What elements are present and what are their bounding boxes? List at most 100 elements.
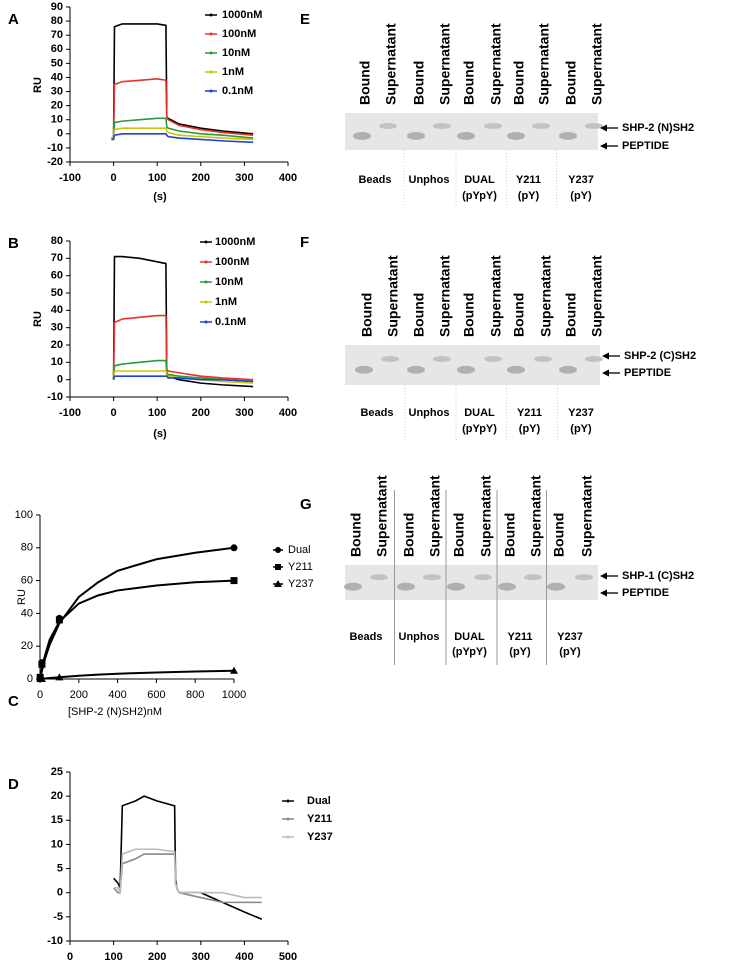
lane-label: Bound — [401, 513, 417, 557]
gel-band — [423, 574, 441, 581]
lane-label: Supernatant — [589, 23, 605, 105]
x-tick-label: 400 — [235, 951, 253, 963]
legend-label: 1000nM — [215, 236, 255, 248]
group-label: Beads — [358, 174, 391, 186]
y-tick-label: 20 — [51, 339, 63, 351]
gel-band — [484, 122, 502, 129]
group-label: DUAL — [454, 631, 485, 643]
gel-band — [532, 122, 550, 129]
gel-image — [345, 565, 598, 600]
gel-band — [559, 131, 577, 140]
group-label: Beads — [349, 631, 382, 643]
x-axis-label: [SHP-2 (N)SH2)nM — [68, 706, 162, 718]
x-tick-label: 100 — [148, 172, 166, 184]
x-tick-label: 400 — [279, 407, 297, 419]
group-label: Y237 — [568, 174, 594, 186]
lane-label: Bound — [411, 61, 427, 105]
legend-label: 0.1nM — [215, 316, 246, 328]
arrow-head — [600, 142, 607, 150]
gel-band — [379, 122, 397, 129]
group-label: Y211 — [516, 174, 541, 186]
marker — [55, 616, 63, 624]
lane-label: Supernatant — [536, 23, 552, 105]
legend-label: Y237 — [288, 578, 314, 590]
marker — [230, 666, 238, 674]
y-tick-label: 10 — [51, 114, 63, 126]
lane-label: Bound — [348, 513, 364, 557]
legend-dot — [209, 89, 213, 93]
y-tick-label: 100 — [15, 509, 33, 521]
lane-label: Supernatant — [437, 255, 453, 337]
group-label: (pY) — [570, 423, 592, 435]
band-label: PEPTIDE — [624, 367, 671, 379]
y-tick-label: 30 — [51, 322, 63, 334]
gel-band — [524, 574, 542, 581]
arrow-head — [600, 124, 607, 132]
legend-label: 100nM — [215, 256, 249, 268]
x-axis-label: (s) — [153, 191, 167, 203]
gel-band — [457, 131, 475, 140]
legend-dot — [209, 32, 213, 36]
gel-band — [353, 131, 371, 140]
y-tick-label: 80 — [21, 542, 33, 554]
lane-label: Bound — [411, 293, 427, 337]
y-tick-label: 60 — [51, 270, 63, 282]
y-tick-label: 80 — [51, 15, 63, 27]
gel-band — [407, 365, 425, 374]
x-tick-label: 300 — [235, 172, 253, 184]
group-label: (pYpY) — [452, 646, 487, 658]
x-tick-label: 0 — [111, 407, 117, 419]
marker — [38, 660, 46, 668]
panel-letter: E — [300, 11, 310, 28]
marker — [230, 577, 238, 585]
fit-curve — [39, 669, 235, 680]
group-label: Y237 — [557, 631, 583, 643]
gel-band — [484, 356, 502, 362]
y-tick-label: 30 — [51, 85, 63, 97]
legend-label: Dual — [307, 795, 331, 807]
group-label: Y211 — [507, 631, 532, 643]
lane-label: Supernatant — [538, 255, 554, 337]
legend-dot — [286, 817, 290, 821]
panel-letter: C — [8, 693, 19, 710]
gel-band — [370, 574, 388, 581]
band-label: SHP-2 (N)SH2 — [622, 122, 694, 134]
arrow-head — [602, 369, 609, 377]
legend-dot — [204, 240, 208, 244]
legend-dot — [204, 280, 208, 284]
group-label: (pY) — [559, 646, 581, 658]
gel-band — [381, 356, 399, 362]
x-tick-label: -100 — [59, 172, 81, 184]
legend-label: 1nM — [215, 296, 237, 308]
y-tick-label: 5 — [57, 862, 63, 874]
x-tick-label: 200 — [70, 689, 88, 701]
x-tick-label: 200 — [148, 951, 166, 963]
series-line — [111, 127, 254, 141]
legend-dot — [209, 70, 213, 74]
y-tick-label: 0 — [57, 887, 63, 899]
lane-label: Bound — [451, 513, 467, 557]
y-tick-label: -5 — [53, 911, 63, 923]
lane-label: Supernatant — [488, 255, 504, 337]
legend-dot — [204, 320, 208, 324]
band-label: PEPTIDE — [622, 140, 669, 152]
lane-label: Supernatant — [528, 475, 544, 557]
gel-band — [355, 365, 373, 374]
lane-label: Supernatant — [385, 255, 401, 337]
gel-band — [397, 582, 415, 591]
lane-label: Supernatant — [427, 475, 443, 557]
y-tick-label: -10 — [47, 391, 63, 403]
panel-letter: F — [300, 234, 309, 251]
lane-label: Supernatant — [579, 475, 595, 557]
gel-band — [344, 582, 362, 591]
gel-band — [585, 122, 603, 129]
legend-dot — [204, 260, 208, 264]
legend-label: 100nM — [222, 28, 256, 40]
panel-letter: B — [8, 235, 19, 252]
y-tick-label: 0 — [27, 673, 33, 685]
group-label: DUAL — [464, 174, 495, 186]
lane-label: Bound — [563, 293, 579, 337]
y-tick-label: 70 — [51, 252, 63, 264]
arrow-head — [602, 352, 609, 360]
